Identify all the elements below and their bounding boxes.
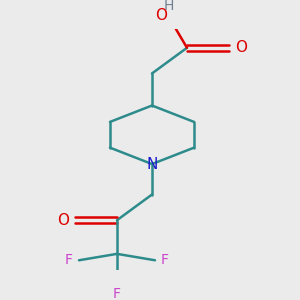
Text: F: F [65, 253, 73, 267]
Text: O: O [57, 213, 69, 228]
Text: H: H [164, 0, 174, 13]
Text: N: N [146, 157, 158, 172]
Text: O: O [235, 40, 247, 55]
Text: F: F [161, 253, 169, 267]
Text: O: O [155, 8, 167, 23]
Text: F: F [113, 287, 121, 300]
